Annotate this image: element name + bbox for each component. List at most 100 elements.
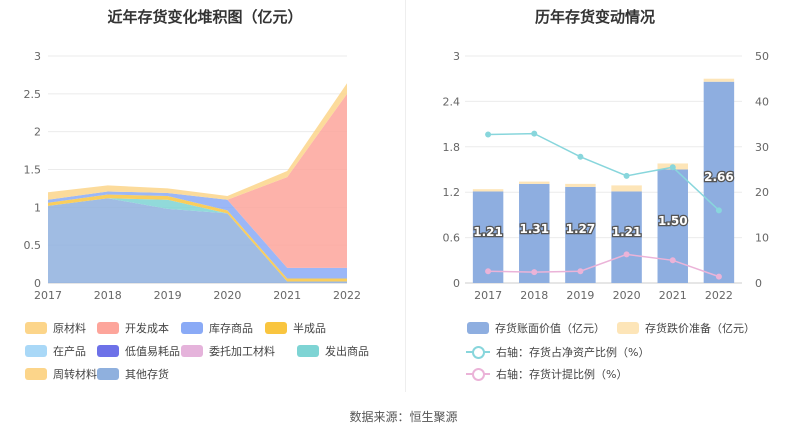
data-source-note: 数据来源：恒生聚源 [349,410,458,424]
area-4 [48,93,347,268]
legend-item-6[interactable]: 委托加工材料 [181,343,275,359]
bar-impairment-2 [565,183,596,187]
legend-line-provision-ratio [466,368,490,381]
bar-impairment-3 [611,185,642,192]
line-series-0 [488,132,720,211]
y-tick-label-4: 2 [34,126,41,139]
bar-book-value-3 [611,191,642,283]
bar-data-label-4: 1.50 [658,214,688,228]
bar-book-value-5 [703,81,735,283]
bar-book-value-1 [519,183,550,283]
y-right-tick-label-1: 10 [755,232,769,245]
x-tick-label-3: 2020 [613,289,641,302]
right-chart-title: 历年存货变动情况 [534,8,655,26]
bar-book-value-0 [472,191,504,283]
y-tick-label-2: 1 [34,201,41,214]
line-point-0-5 [715,207,722,214]
bar-impairment-5 [703,78,735,82]
bar-impairment-0 [472,189,504,192]
legend-swatch-impairment [617,322,639,334]
bar-data-label-2: 1.27 [566,222,596,236]
y-left-tick-label-0: 0 [453,277,460,290]
area-3 [48,191,347,279]
legend-item-impairment[interactable]: 存货跌价准备（亿元） [617,320,755,336]
line-point-0-0 [485,131,492,138]
x-tick-label-2: 2019 [154,289,182,302]
x-tick-label-4: 2021 [273,289,301,302]
x-tick-label-4: 2021 [659,289,687,302]
line-point-1-2 [577,268,584,275]
legend-swatch-6 [181,345,203,357]
legend-item-9[interactable]: 其他存货 [97,366,169,382]
x-tick-label-2: 2019 [566,289,594,302]
y-left-tick-label-3: 1.8 [443,141,461,154]
y-tick-label-0: 0 [34,277,41,290]
y-left-tick-label-1: 0.6 [443,232,461,245]
area-0 [48,198,347,283]
legend-item-2[interactable]: 库存商品 [181,320,253,336]
legend-item-0[interactable]: 原材料 [25,320,86,336]
legend-item-7[interactable]: 发出商品 [297,343,369,359]
legend-label-3: 半成品 [293,322,326,335]
legend-item-1[interactable]: 开发成本 [97,320,169,336]
y-right-tick-label-0: 0 [755,277,762,290]
legend-swatch-0 [25,322,47,334]
legend-swatch-5 [97,345,119,357]
x-tick-label-5: 2022 [705,289,733,302]
left-chart-title: 近年存货变化堆积图（亿元） [107,8,303,26]
legend-label-4: 在产品 [53,345,86,358]
legend-swatch-4 [25,345,47,357]
x-tick-label-3: 2020 [213,289,241,302]
line-point-0-2 [577,153,584,160]
bar-data-label-5: 2.66 [704,170,734,184]
legend-label-asset-ratio: 右轴：存货占净资产比例（%） [496,346,650,359]
legend-label-2: 库存商品 [209,322,253,335]
line-point-0-4 [669,164,676,171]
legend-swatch-8 [25,368,47,380]
y-left-tick-label-2: 1.2 [443,186,461,199]
y-right-tick-label-5: 50 [755,50,769,63]
legend-label-7: 发出商品 [325,345,369,358]
line-point-1-3 [623,251,630,258]
line-point-0-1 [531,130,538,137]
left-legend: 原材料 开发成本 库存商品 半成品在产品 低值易耗品 委托加工材料 发出商品周转材料 其他存货 [0,0,405,400]
x-tick-label-0: 2017 [474,289,502,302]
legend-label-0: 原材料 [53,322,86,335]
legend-swatch-9 [97,368,119,380]
legend-label-impairment: 存货跌价准备（亿元） [645,322,755,335]
bar-data-label-1: 1.31 [519,222,549,236]
y-tick-label-6: 3 [34,50,41,63]
line-point-1-1 [531,269,538,276]
legend-item-book-value[interactable]: 存货账面价值（亿元） [467,320,605,336]
legend-label-5: 低值易耗品 [125,345,180,358]
right-legend: 存货账面价值（亿元） 存货跌价准备（亿元） 右轴：存货占净资产比例（%） 右轴：… [466,320,755,382]
line-point-1-5 [715,273,722,280]
x-tick-label-5: 2022 [333,289,361,302]
y-left-tick-label-4: 2.4 [443,95,461,108]
legend-item-asset-ratio[interactable]: 右轴：存货占净资产比例（%） [466,344,649,360]
legend-label-6: 委托加工材料 [209,345,275,358]
legend-item-8[interactable]: 周转材料 [25,366,97,382]
x-tick-label-1: 2018 [520,289,548,302]
x-tick-label-1: 2018 [94,289,122,302]
legend-swatch-3 [265,322,287,334]
legend-swatch-2 [181,322,203,334]
legend-item-5[interactable]: 低值易耗品 [97,343,180,359]
legend-label-8: 周转材料 [53,368,97,381]
y-tick-label-1: 0.5 [24,239,42,252]
legend-label-9: 其他存货 [125,368,169,381]
y-left-tick-label-5: 3 [453,50,460,63]
y-right-tick-label-3: 30 [755,141,769,154]
legend-item-4[interactable]: 在产品 [25,343,86,359]
legend-line-asset-ratio [466,346,490,359]
y-right-tick-label-2: 20 [755,186,769,199]
legend-swatch-book-value [467,322,489,334]
legend-item-3[interactable]: 半成品 [265,320,326,336]
panel-divider [405,0,406,392]
line-series-1 [488,253,720,278]
legend-item-provision-ratio[interactable]: 右轴：存货计提比例（%） [466,366,627,382]
legend-swatch-1 [97,322,119,334]
bar-data-label-3: 1.21 [612,225,642,239]
y-tick-label-5: 2.5 [24,88,42,101]
